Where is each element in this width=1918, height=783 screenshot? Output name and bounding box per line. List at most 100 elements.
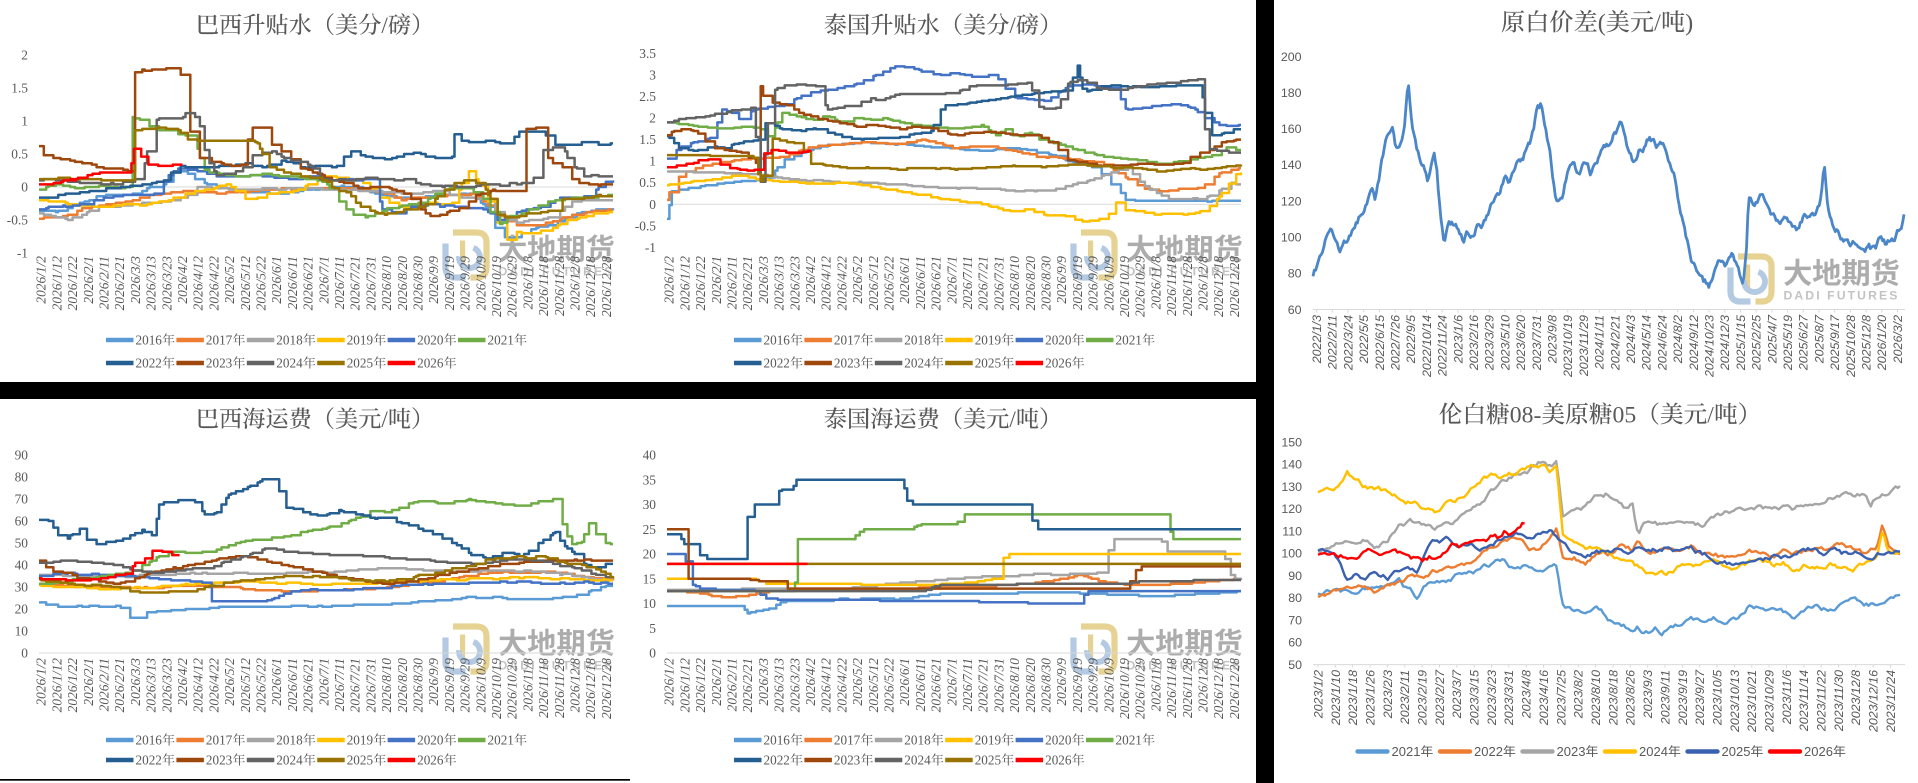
svg-text:2026/3/13: 2026/3/13 xyxy=(772,256,787,311)
svg-text:2024/9/12: 2024/9/12 xyxy=(1687,315,1701,371)
svg-text:0: 0 xyxy=(649,646,656,661)
svg-text:30: 30 xyxy=(15,580,29,595)
svg-text:2016: 2016 xyxy=(764,333,791,348)
svg-text:2026/5/12: 2026/5/12 xyxy=(238,658,253,713)
svg-text:2026/9/29: 2026/9/29 xyxy=(458,256,473,311)
svg-text:2019: 2019 xyxy=(347,733,374,748)
svg-text:2023/2/11: 2023/2/11 xyxy=(1398,670,1412,725)
svg-text:2019: 2019 xyxy=(975,333,1002,348)
svg-text:140: 140 xyxy=(1281,158,1302,172)
svg-text:2023/12/8: 2023/12/8 xyxy=(1849,670,1863,726)
svg-text:2020: 2020 xyxy=(417,333,444,348)
svg-text:2026/6/1: 2026/6/1 xyxy=(269,658,284,706)
svg-text:2023/2/27: 2023/2/27 xyxy=(1433,669,1447,726)
svg-text:2026/8/10: 2026/8/10 xyxy=(1007,658,1022,713)
svg-text:2023/3/7: 2023/3/7 xyxy=(1450,669,1464,719)
svg-text:2026/12/28: 2026/12/28 xyxy=(599,256,614,317)
svg-text:2026/1/2: 2026/1/2 xyxy=(34,256,49,304)
svg-text:2021: 2021 xyxy=(488,333,514,348)
svg-text:/: / xyxy=(1009,13,1016,39)
svg-text:60: 60 xyxy=(1288,303,1302,317)
svg-text:70: 70 xyxy=(1288,613,1302,627)
svg-text:80: 80 xyxy=(1288,267,1302,281)
svg-text:1: 1 xyxy=(649,154,656,169)
svg-text:2023/8/18: 2023/8/18 xyxy=(1606,670,1620,726)
svg-text:35: 35 xyxy=(643,472,657,487)
svg-text:2026/7/31: 2026/7/31 xyxy=(363,256,378,310)
svg-text:2023: 2023 xyxy=(206,753,233,768)
svg-text:0: 0 xyxy=(21,646,28,661)
svg-text:2026/4/22: 2026/4/22 xyxy=(206,256,221,311)
svg-text:90: 90 xyxy=(15,448,29,463)
svg-text:60: 60 xyxy=(1288,636,1302,650)
svg-text:/: / xyxy=(1707,403,1714,429)
svg-text:2026/9/19: 2026/9/19 xyxy=(442,658,457,713)
svg-text:2024/5/14: 2024/5/14 xyxy=(1640,315,1654,371)
svg-text:2026/8/10: 2026/8/10 xyxy=(379,658,394,713)
svg-text:80: 80 xyxy=(15,470,29,485)
svg-text:2019: 2019 xyxy=(347,333,374,348)
svg-text:2026/10/19: 2026/10/19 xyxy=(489,256,504,317)
svg-text:2026/5/2: 2026/5/2 xyxy=(222,658,237,706)
svg-text:2026/6/1: 2026/6/1 xyxy=(269,256,284,304)
svg-text:2026/12/18: 2026/12/18 xyxy=(583,256,598,317)
svg-text:50: 50 xyxy=(1288,658,1302,672)
svg-text:2024/8/2: 2024/8/2 xyxy=(1671,315,1685,364)
svg-text:2026/12/8: 2026/12/8 xyxy=(568,256,583,311)
svg-text:2023/3/23: 2023/3/23 xyxy=(1485,670,1499,726)
svg-text:120: 120 xyxy=(1281,502,1302,516)
svg-text:2023/9/11: 2023/9/11 xyxy=(1658,670,1672,725)
svg-text:2026/1/22: 2026/1/22 xyxy=(65,658,80,713)
svg-text:2026/9/29: 2026/9/29 xyxy=(458,658,473,713)
svg-text:0.5: 0.5 xyxy=(639,175,656,190)
svg-text:2026/10/9: 2026/10/9 xyxy=(1101,658,1116,713)
svg-text:): ) xyxy=(1685,10,1693,37)
svg-text:2026/1/12: 2026/1/12 xyxy=(677,256,692,311)
svg-text:2026/2/11: 2026/2/11 xyxy=(725,256,740,309)
svg-text:2025/1/15: 2025/1/15 xyxy=(1734,315,1748,371)
svg-text:2024/12/3: 2024/12/3 xyxy=(1718,315,1732,371)
svg-text:2026/2/1: 2026/2/1 xyxy=(709,256,724,304)
svg-text:2026/6/21: 2026/6/21 xyxy=(929,256,944,310)
svg-text:2026/10/9: 2026/10/9 xyxy=(473,256,488,311)
svg-text:2026/11/8: 2026/11/8 xyxy=(1148,658,1163,712)
svg-text:2026/5/22: 2026/5/22 xyxy=(254,256,269,311)
svg-text:2022: 2022 xyxy=(136,753,162,768)
svg-text:2025/5/19: 2025/5/19 xyxy=(1781,315,1795,371)
svg-text:2026/11/8: 2026/11/8 xyxy=(1148,256,1163,310)
svg-text:2023/12/24: 2023/12/24 xyxy=(1884,670,1898,733)
svg-text:2026/8/10: 2026/8/10 xyxy=(1007,256,1022,311)
svg-text:2026/11/8: 2026/11/8 xyxy=(520,256,535,310)
svg-text:110: 110 xyxy=(1282,524,1302,538)
svg-text:2025/12/8: 2025/12/8 xyxy=(1860,315,1874,371)
svg-text:120: 120 xyxy=(1281,194,1302,208)
svg-text:2026/1/12: 2026/1/12 xyxy=(677,658,692,713)
svg-text:2026/8/20: 2026/8/20 xyxy=(395,658,410,713)
svg-text:2026/5/22: 2026/5/22 xyxy=(254,658,269,713)
svg-text:2026/3/3: 2026/3/3 xyxy=(128,256,143,304)
svg-text:2023/12/16: 2023/12/16 xyxy=(1867,670,1881,733)
svg-text:2024/2/21: 2024/2/21 xyxy=(1608,315,1622,371)
svg-text:2026/11/18: 2026/11/18 xyxy=(536,256,551,316)
svg-text:2023/1/26: 2023/1/26 xyxy=(1364,670,1378,726)
svg-text:DADI FUTURES: DADI FUTURES xyxy=(499,265,615,279)
svg-text:2026/1/12: 2026/1/12 xyxy=(49,658,64,713)
svg-text:2026: 2026 xyxy=(417,753,444,768)
svg-text:2026/11/28: 2026/11/28 xyxy=(552,256,567,316)
svg-text:2023: 2023 xyxy=(834,356,861,371)
svg-text:2026/2/11: 2026/2/11 xyxy=(97,658,112,711)
svg-text:2026/10/29: 2026/10/29 xyxy=(1133,256,1148,317)
svg-text:2021: 2021 xyxy=(1392,744,1421,759)
svg-text:2026/6/11: 2026/6/11 xyxy=(285,256,300,309)
svg-text:2.5: 2.5 xyxy=(639,89,656,104)
svg-text:2022/3/24: 2022/3/24 xyxy=(1341,315,1355,371)
svg-text:2026/2/21: 2026/2/21 xyxy=(740,256,755,310)
svg-text:-0.5: -0.5 xyxy=(635,218,657,233)
svg-text:2026/4/2: 2026/4/2 xyxy=(175,256,190,304)
svg-text:2024/4/3: 2024/4/3 xyxy=(1624,315,1638,364)
svg-text:2023/10/13: 2023/10/13 xyxy=(1728,670,1742,733)
svg-text:100: 100 xyxy=(1281,547,1302,561)
svg-text:2026/10/19: 2026/10/19 xyxy=(489,658,504,719)
svg-text:2: 2 xyxy=(21,48,28,63)
svg-text:2022/11/24: 2022/11/24 xyxy=(1436,315,1450,377)
